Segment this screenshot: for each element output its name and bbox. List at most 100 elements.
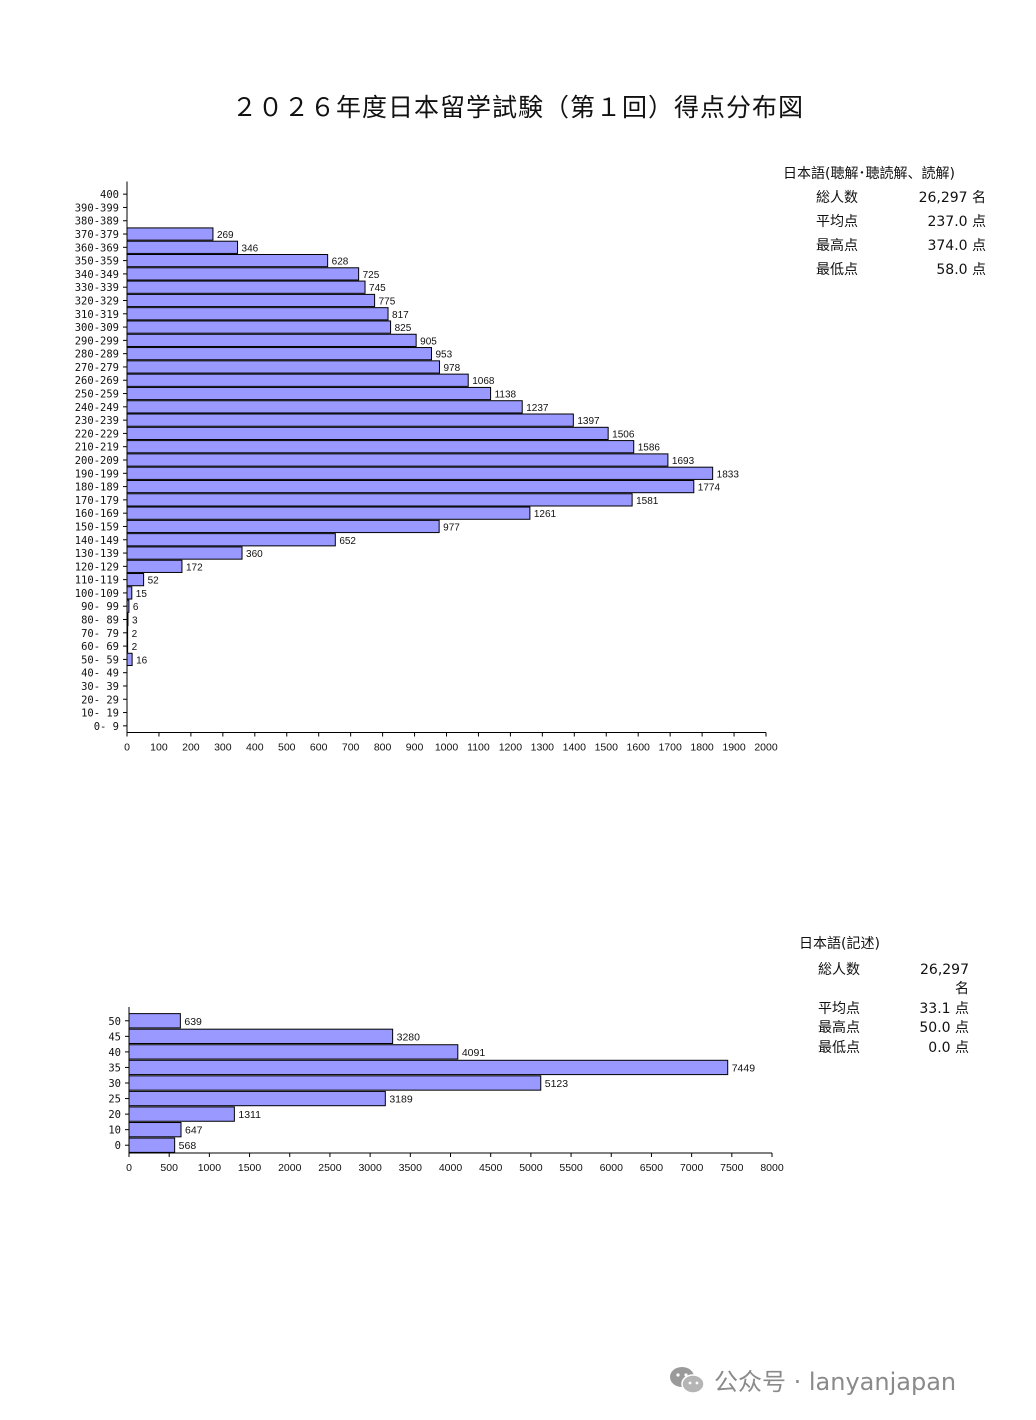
- data-label: 269: [217, 230, 234, 241]
- x-tick-label: 4500: [479, 1162, 503, 1174]
- y-tick-label: 370-379: [75, 229, 119, 241]
- data-label: 647: [185, 1125, 203, 1137]
- stats-2-row: 最低点 0.0 点: [799, 1039, 969, 1059]
- bar: [126, 466, 714, 480]
- y-tick-label: 20: [108, 1109, 121, 1121]
- x-tick-label: 800: [374, 742, 392, 754]
- bar: [128, 1075, 542, 1091]
- bar: [126, 267, 360, 281]
- y-tick-label: 390-399: [75, 202, 119, 214]
- stats-value: 50.0 点: [919, 1020, 969, 1036]
- data-label: 52: [148, 576, 160, 587]
- x-tick-label: 0: [126, 1162, 132, 1174]
- bar: [126, 546, 243, 560]
- y-tick-label: 40- 49: [81, 668, 119, 680]
- x-tick-label: 4000: [439, 1162, 463, 1174]
- stats-panel-1: 日本語(聴解･聴読解、読解) 総人数 26,297 名 平均点 237.0 点 最高…: [783, 162, 986, 282]
- x-tick-label: 1800: [690, 742, 714, 754]
- data-label: 1068: [472, 376, 495, 387]
- data-label: 172: [186, 562, 203, 573]
- data-label: 1261: [534, 509, 557, 520]
- bar: [128, 1137, 176, 1153]
- bar: [126, 280, 366, 294]
- y-tick-label: 45: [108, 1031, 121, 1043]
- x-tick-label: 1600: [627, 742, 651, 754]
- bar: [128, 1013, 181, 1029]
- bar: [126, 626, 129, 640]
- x-tick-label: 6000: [600, 1162, 624, 1174]
- data-label: 1311: [238, 1109, 261, 1121]
- wechat-icon: [670, 1366, 705, 1394]
- y-tick-label: 240-249: [75, 402, 119, 414]
- y-tick-label: 150-159: [75, 521, 119, 533]
- bar: [126, 253, 329, 268]
- y-tick-label: 170-179: [75, 495, 119, 507]
- bar: [126, 519, 440, 534]
- stats-label: 総人数: [818, 961, 860, 978]
- bar: [126, 559, 183, 573]
- bar: [126, 320, 392, 334]
- data-label: 977: [443, 522, 460, 533]
- stats-1-row: 平均点 237.0 点: [783, 210, 986, 234]
- bar: [128, 1028, 394, 1044]
- x-tick-label: 3000: [358, 1162, 382, 1174]
- x-tick-label: 500: [278, 742, 296, 754]
- bar: [126, 573, 145, 587]
- y-tick-label: 80- 89: [81, 615, 119, 627]
- data-label: 16: [136, 655, 148, 666]
- y-tick-label: 130-139: [75, 548, 119, 560]
- data-label: 346: [242, 243, 259, 254]
- data-label: 1833: [717, 469, 740, 480]
- data-label: 745: [369, 283, 386, 294]
- bar: [126, 599, 130, 613]
- bar: [126, 333, 417, 347]
- x-tick-label: 100: [150, 742, 168, 754]
- x-tick-label: 900: [406, 742, 424, 754]
- bar: [126, 307, 389, 321]
- data-label: 360: [246, 549, 263, 560]
- x-tick-label: 2000: [754, 742, 778, 754]
- data-label: 1397: [577, 416, 600, 427]
- y-tick-label: 100-109: [75, 588, 119, 600]
- stats-value: 58.0 点: [936, 262, 986, 278]
- x-tick-label: 1500: [595, 742, 619, 754]
- stats-label: 最高点: [818, 1020, 860, 1036]
- bar: [126, 413, 574, 427]
- y-tick-label: 250-259: [75, 389, 119, 401]
- x-tick-label: 1000: [435, 742, 459, 754]
- x-tick-label: 8000: [760, 1162, 784, 1174]
- y-tick-label: 400: [100, 189, 119, 201]
- y-tick-label: 10- 19: [81, 708, 119, 720]
- y-tick-label: 25: [108, 1094, 121, 1106]
- y-tick-label: 60- 69: [81, 641, 119, 653]
- y-tick-label: 220-229: [75, 428, 119, 440]
- stats-label: 最高点: [816, 238, 858, 254]
- stats-2-header: 日本語(記述): [799, 936, 880, 952]
- data-label: 628: [332, 257, 349, 268]
- stats-value: 26,297名: [920, 961, 969, 998]
- stats-value: 26,297 名: [918, 190, 986, 206]
- data-label: 1138: [495, 390, 517, 401]
- x-tick-label: 1500: [238, 1162, 262, 1174]
- y-tick-label: 260-269: [75, 375, 119, 387]
- bar: [128, 1090, 386, 1107]
- data-label: 905: [420, 336, 437, 347]
- x-tick-label: 1300: [531, 742, 555, 754]
- bar: [126, 479, 695, 494]
- data-label: 953: [435, 350, 452, 361]
- page-title: ２０２６年度日本留学試験（第１回）得点分布図: [231, 93, 804, 122]
- y-tick-label: 70- 79: [81, 628, 119, 640]
- data-label: 825: [395, 323, 412, 334]
- y-tick-label: 90- 99: [81, 601, 119, 613]
- y-tick-label: 200-209: [75, 455, 119, 467]
- data-label: 2: [132, 629, 138, 640]
- x-tick-label: 6500: [640, 1162, 664, 1174]
- data-label: 7449: [732, 1062, 756, 1074]
- y-tick-label: 300-309: [75, 322, 119, 334]
- y-tick-label: 180-189: [75, 482, 119, 494]
- y-tick-label: 350-359: [75, 256, 119, 268]
- stats-1-row: 最高点 374.0 点: [783, 234, 986, 258]
- data-label: 725: [363, 270, 380, 281]
- bar: [126, 493, 633, 507]
